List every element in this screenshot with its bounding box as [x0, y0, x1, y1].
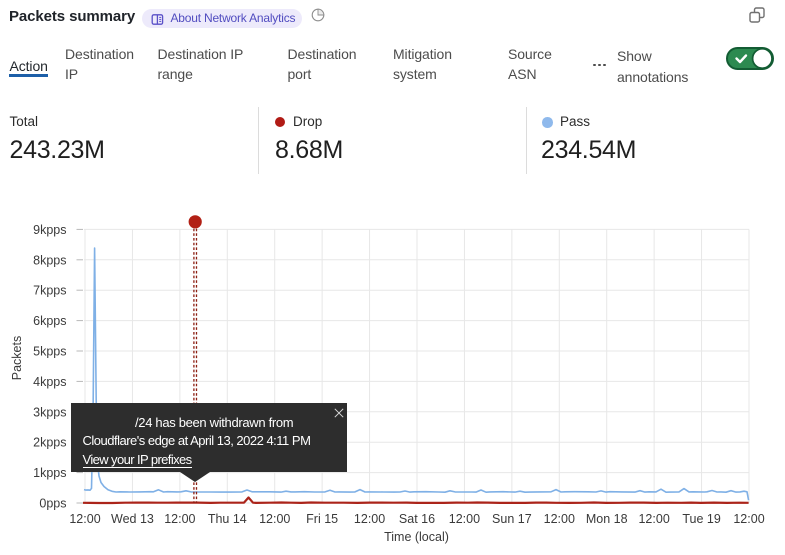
- svg-text:12:00: 12:00: [544, 512, 575, 526]
- svg-text:9kpps: 9kpps: [33, 223, 66, 237]
- svg-text:0pps: 0pps: [39, 497, 66, 511]
- svg-text:12:00: 12:00: [638, 512, 669, 526]
- svg-text:Wed 13: Wed 13: [111, 512, 154, 526]
- svg-text:12:00: 12:00: [354, 512, 385, 526]
- svg-text:7kpps: 7kpps: [33, 284, 66, 298]
- svg-text:8kpps: 8kpps: [33, 253, 66, 267]
- svg-text:Tue 19: Tue 19: [682, 512, 721, 526]
- svg-text:5kpps: 5kpps: [33, 345, 66, 359]
- svg-text:12:00: 12:00: [449, 512, 480, 526]
- svg-text:Time (local): Time (local): [384, 530, 449, 544]
- svg-text:6kpps: 6kpps: [33, 314, 66, 328]
- svg-text:Fri 15: Fri 15: [306, 512, 338, 526]
- svg-text:12:00: 12:00: [164, 512, 195, 526]
- svg-text:4kpps: 4kpps: [33, 375, 66, 389]
- svg-text:Sun 17: Sun 17: [492, 512, 532, 526]
- svg-text:12:00: 12:00: [259, 512, 290, 526]
- svg-text:2kpps: 2kpps: [33, 436, 66, 450]
- svg-text:12:00: 12:00: [733, 512, 764, 526]
- svg-text:Mon 18: Mon 18: [586, 512, 628, 526]
- svg-text:Thu 14: Thu 14: [208, 512, 247, 526]
- svg-text:Packets: Packets: [10, 336, 24, 380]
- svg-text:Sat 16: Sat 16: [399, 512, 435, 526]
- svg-text:3kpps: 3kpps: [33, 405, 66, 419]
- svg-text:12:00: 12:00: [69, 512, 100, 526]
- svg-text:1kpps: 1kpps: [33, 466, 66, 480]
